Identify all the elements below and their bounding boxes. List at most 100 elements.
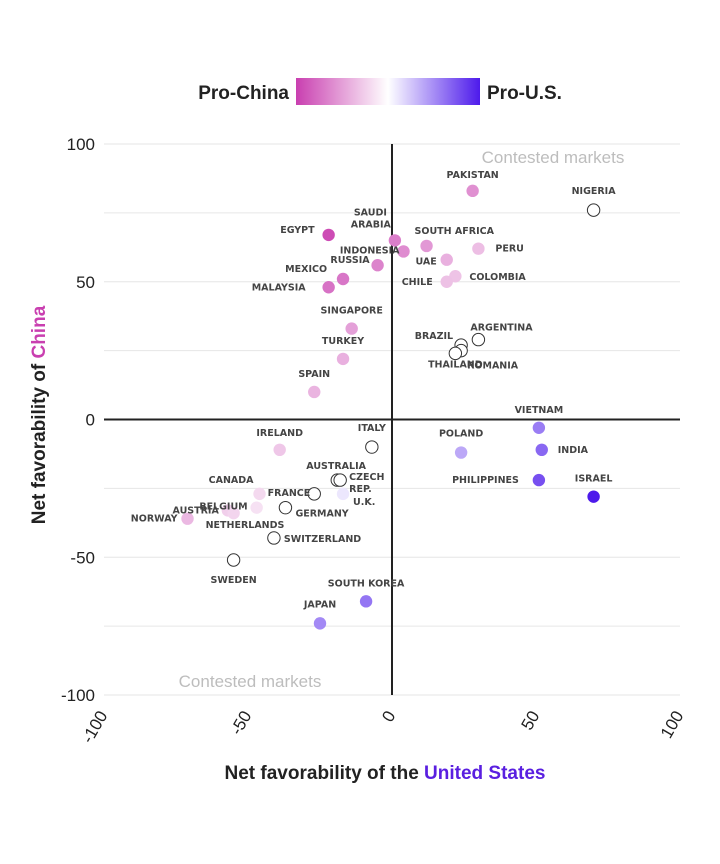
- x-tick-label: -100: [78, 708, 111, 747]
- y-tick-label: 100: [67, 135, 95, 154]
- point-label: THAILAND: [428, 359, 483, 370]
- data-point: [359, 595, 373, 608]
- data-point: [253, 487, 266, 501]
- x-tick-label: 50: [518, 708, 544, 734]
- point-label: SOUTH KOREA: [328, 578, 405, 589]
- data-point: [336, 272, 350, 286]
- point-label: BELGIUM: [199, 502, 247, 513]
- data-point: [532, 473, 546, 487]
- data-point: [440, 253, 453, 266]
- data-point: [587, 490, 600, 503]
- data-point: [336, 487, 350, 501]
- data-point: [307, 487, 321, 501]
- point-label: JAPAN: [303, 599, 336, 610]
- data-point: [313, 617, 327, 630]
- point-label: PHILIPPINES: [452, 475, 519, 486]
- point-label: CHILE: [402, 277, 433, 288]
- point-label: ROMANIA: [467, 361, 519, 372]
- data-point: [448, 346, 463, 361]
- x-axis-title-prefix: Net favorability of the: [225, 763, 425, 784]
- data-points: [181, 184, 601, 630]
- point-label: POLAND: [439, 429, 483, 440]
- point-label: EGYPT: [280, 225, 315, 236]
- point-labels: PAKISTAN NIGERIA EGYPT SAUDI ARABIA INDONESIA…: [131, 170, 616, 611]
- point-label: CANADA: [209, 475, 255, 486]
- color-legend: Pro-China Pro-U.S.: [198, 78, 562, 105]
- data-point: [227, 506, 240, 520]
- data-point: [308, 385, 321, 399]
- point-label: MALAYSIA: [252, 282, 307, 293]
- corner-label-top-right: Contested markets: [482, 148, 625, 167]
- y-tick-label: 50: [76, 273, 95, 292]
- data-point: [322, 281, 335, 294]
- point-label: TURKEY: [322, 336, 364, 347]
- legend-gradient-bar: [296, 78, 480, 105]
- data-point: [466, 184, 479, 198]
- point-label: SINGAPORE: [321, 306, 383, 317]
- point-label: AUSTRALIA: [306, 461, 366, 472]
- point-label: BRAZIL: [415, 331, 453, 342]
- data-point: [454, 446, 468, 459]
- y-tick-label: 0: [86, 411, 95, 430]
- data-point: [336, 352, 350, 366]
- corner-label-bottom-left: Contested markets: [179, 672, 322, 691]
- point-label: SAUDI ARABIA: [351, 207, 392, 230]
- point-label: INDONESIA: [340, 245, 400, 256]
- data-point: [532, 421, 546, 434]
- point-label: ITALY: [358, 423, 386, 434]
- point-label: INDIA: [558, 445, 589, 456]
- legend-label-pro-us: Pro-U.S.: [487, 83, 562, 104]
- point-label: ISRAEL: [575, 474, 613, 485]
- point-label: VIETNAM: [515, 405, 564, 416]
- data-point: [371, 259, 384, 272]
- legend-label-pro-china: Pro-China: [198, 83, 289, 104]
- point-label: CZECH REP.: [349, 472, 384, 495]
- point-label: SWITZERLAND: [284, 534, 361, 545]
- point-label: UAE: [415, 257, 436, 268]
- point-label: U.K.: [353, 497, 375, 508]
- data-point: [365, 440, 379, 454]
- data-point: [397, 245, 410, 258]
- point-label: SPAIN: [298, 369, 330, 380]
- data-point: [322, 228, 335, 242]
- y-tick-label: -50: [70, 548, 95, 567]
- zero-axes: [104, 144, 680, 695]
- data-point: [388, 234, 402, 247]
- data-point: [181, 512, 194, 525]
- data-point: [420, 239, 433, 253]
- y-axis-title: Net favorability of China: [29, 305, 50, 524]
- y-tick-label: -100: [61, 686, 95, 705]
- x-axis-title: Net favorability of the United States: [225, 763, 546, 784]
- data-point: [586, 203, 601, 217]
- data-point: [226, 553, 241, 567]
- point-label: FRANCE: [268, 488, 311, 499]
- data-point: [535, 443, 548, 457]
- data-point: [273, 443, 286, 457]
- point-label: NETHERLANDS: [206, 520, 285, 531]
- point-label: SWEDEN: [211, 575, 257, 586]
- point-label: NIGERIA: [572, 186, 617, 197]
- point-label: PERU: [495, 244, 523, 255]
- data-point: [250, 501, 263, 514]
- data-point: [267, 531, 281, 545]
- data-point: [471, 332, 486, 347]
- point-label: RUSSIA: [330, 255, 370, 266]
- data-point: [345, 322, 358, 335]
- point-label: COLOMBIA: [469, 272, 526, 283]
- x-tick-label: -50: [227, 708, 256, 739]
- x-tick-label: 100: [657, 708, 688, 742]
- x-axis-title-highlight: United States: [424, 763, 545, 784]
- data-point: [333, 473, 347, 487]
- data-point: [278, 500, 293, 515]
- point-label: ARGENTINA: [470, 323, 533, 334]
- y-axis-title-highlight: China: [29, 305, 50, 358]
- y-axis-title-prefix: Net favorability of: [29, 359, 50, 525]
- point-label: NORWAY: [131, 514, 178, 525]
- data-point: [472, 242, 485, 255]
- point-label: IRELAND: [256, 428, 303, 439]
- point-label: GERMANY: [295, 509, 348, 520]
- x-tick-label: 0: [378, 708, 399, 726]
- point-label: PAKISTAN: [447, 170, 499, 181]
- point-label: SOUTH AFRICA: [415, 226, 495, 237]
